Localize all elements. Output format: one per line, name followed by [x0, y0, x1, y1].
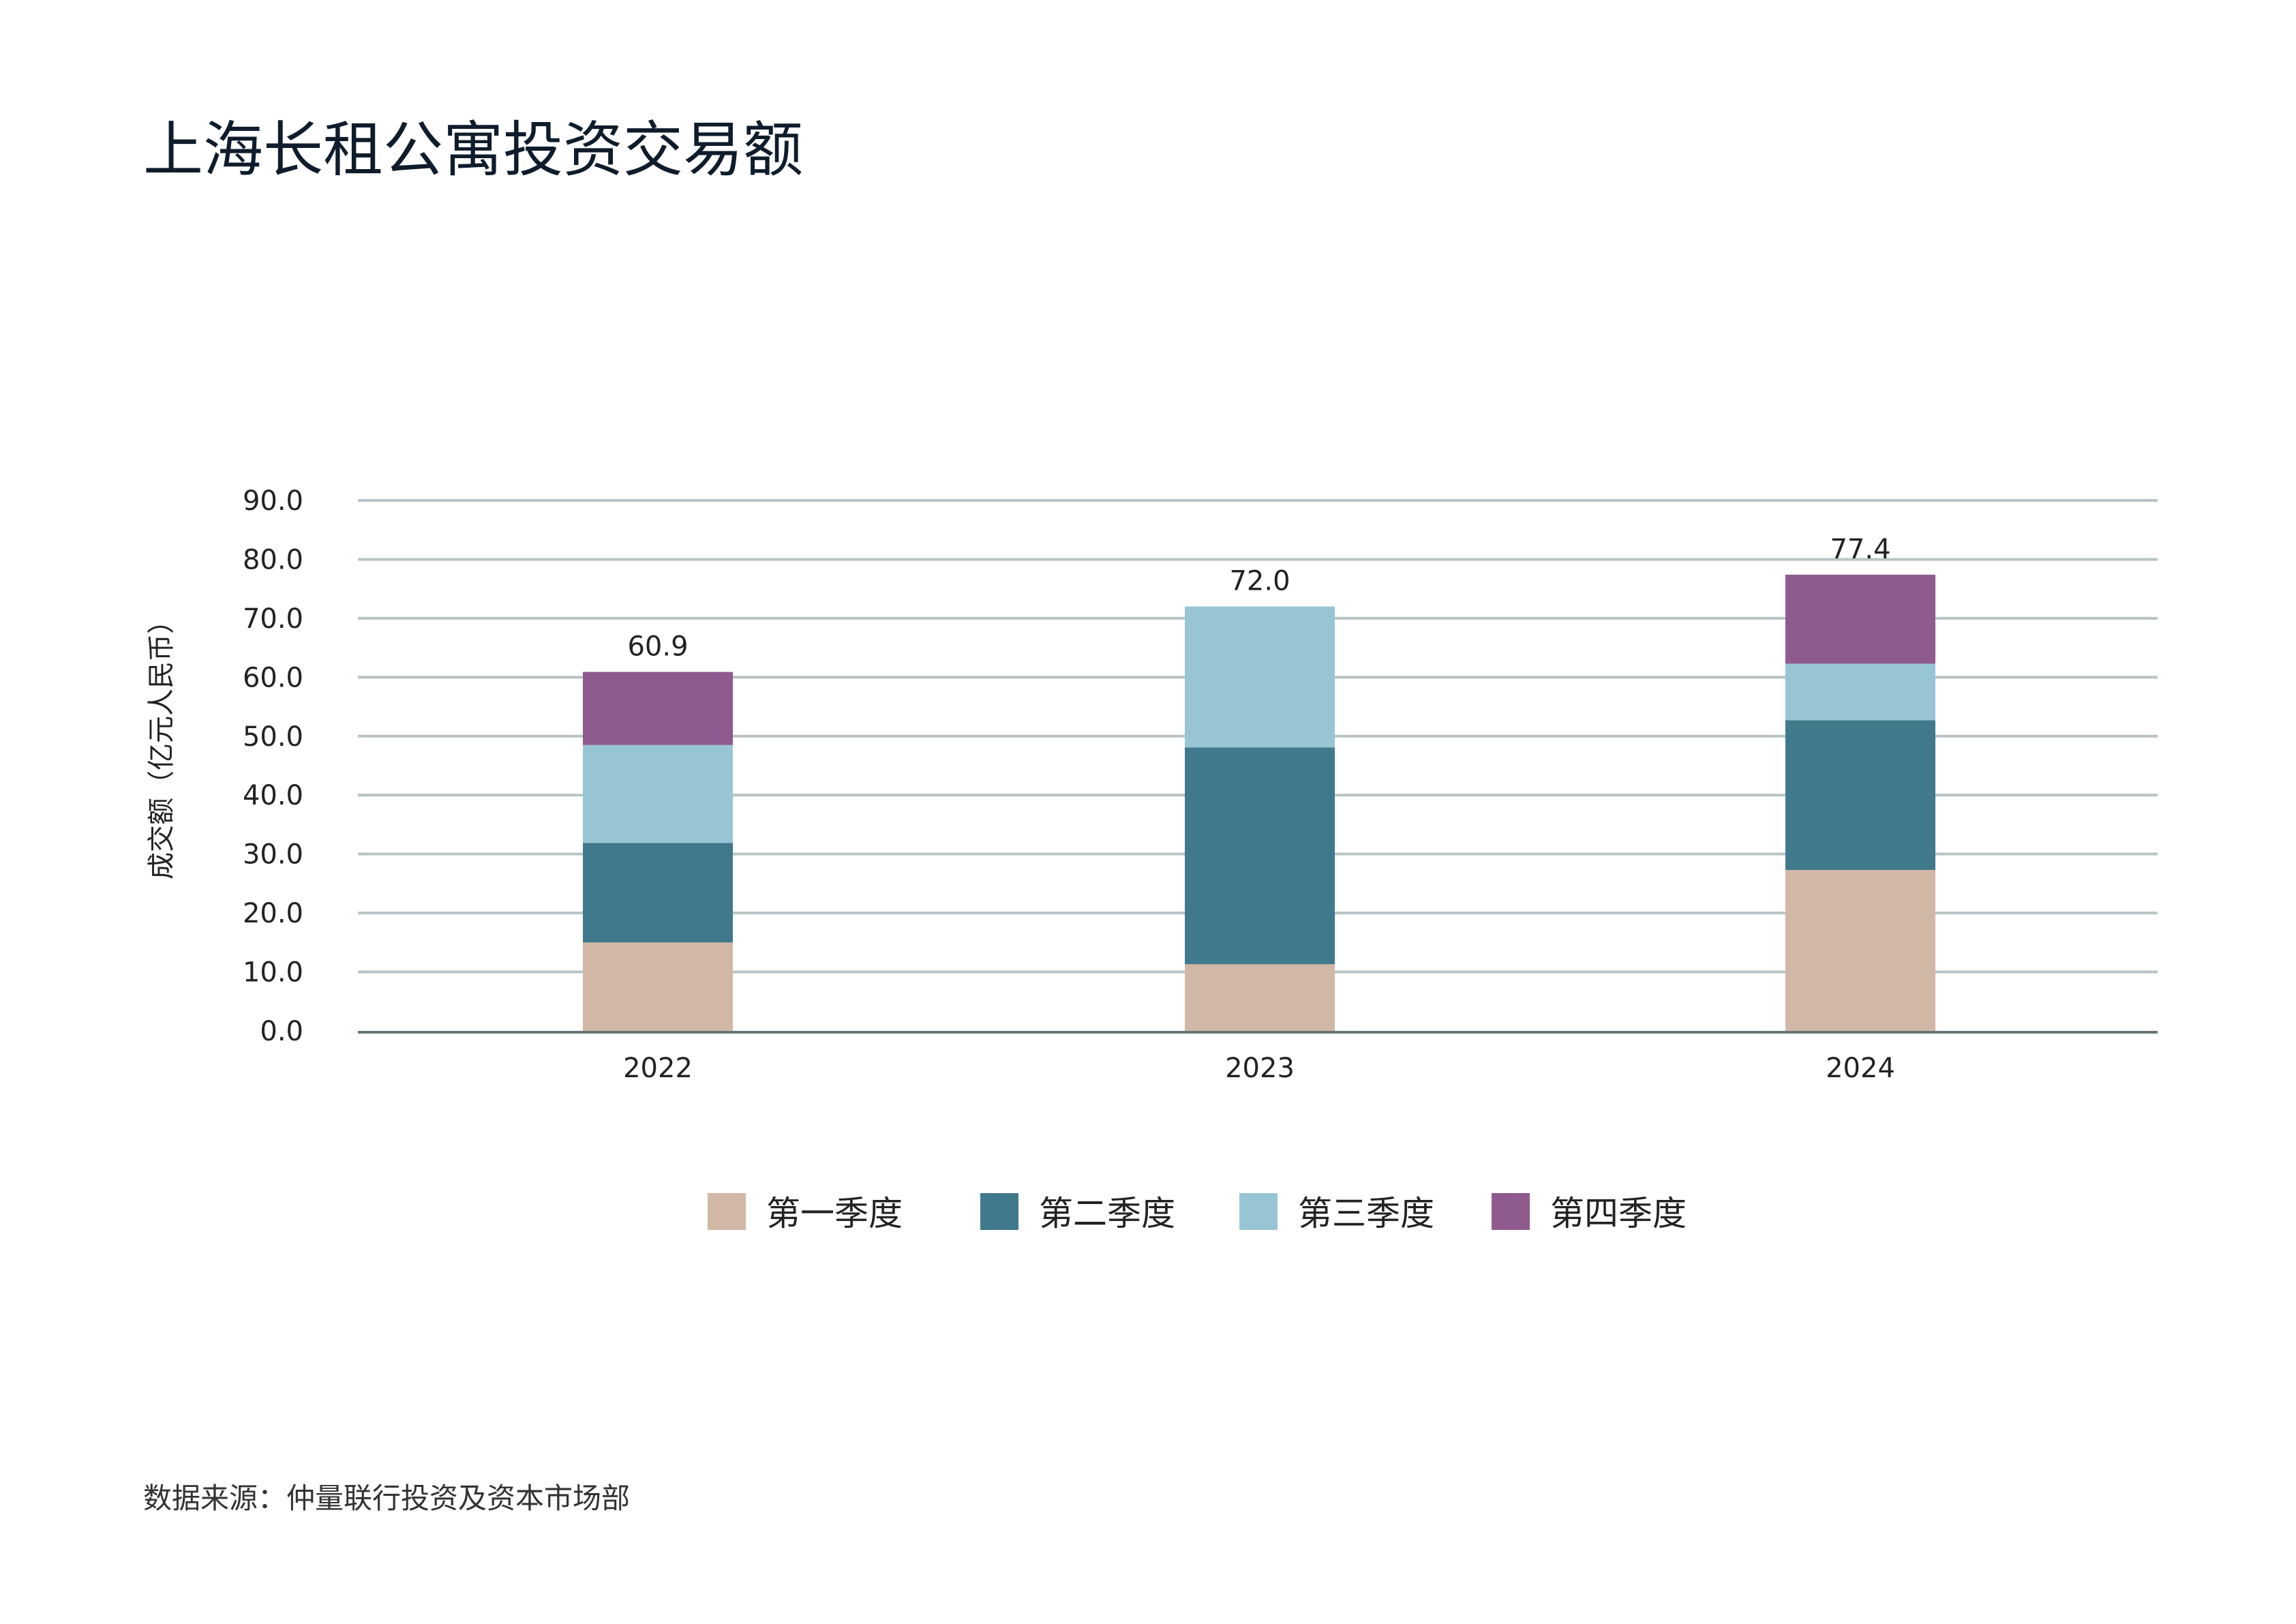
source-note: 数据来源：仲量联行投资及资本市场部	[143, 1482, 630, 1515]
legend-swatch	[980, 1193, 1018, 1230]
bar-segment	[583, 672, 733, 745]
legend-label: 第四季度	[1550, 1194, 1687, 1233]
legend-item: 第一季度	[708, 1193, 903, 1233]
bar-segment	[583, 745, 733, 843]
x-axis-ticks: 2022 2023 2024	[623, 1053, 1895, 1084]
legend-swatch	[1239, 1193, 1278, 1230]
bar-segment	[1185, 964, 1335, 1031]
bars: 60.9 72.0 77.4	[583, 534, 1935, 1031]
legend: 第一季度 第二季度 第三季度 第四季度	[708, 1193, 1687, 1233]
y-tick-label: 0.0	[260, 1016, 303, 1047]
bar-segment	[583, 843, 733, 943]
y-tick-label: 90.0	[243, 485, 303, 517]
y-tick-label: 20.0	[243, 898, 303, 929]
bar-segment	[583, 942, 733, 1031]
y-axis-label: 成交额（亿元人民币）	[146, 607, 177, 879]
legend-item: 第三季度	[1239, 1193, 1434, 1233]
legend-item: 第四季度	[1492, 1193, 1687, 1233]
y-axis-ticks: 0.0 10.0 20.0 30.0 40.0 50.0 60.0 70.0 80.0 90.0	[243, 485, 303, 1047]
y-tick-label: 10.0	[243, 957, 303, 989]
y-tick-label: 80.0	[243, 544, 303, 575]
legend-item: 第二季度	[980, 1193, 1175, 1233]
bar-segment	[1185, 606, 1335, 748]
legend-label: 第二季度	[1039, 1194, 1175, 1233]
bar-segment	[1785, 720, 1935, 871]
y-tick-label: 60.0	[243, 662, 303, 693]
x-tick-label: 2024	[1826, 1053, 1895, 1084]
bar-segment	[1785, 663, 1935, 721]
legend-swatch	[708, 1193, 746, 1230]
total-label: 60.9	[627, 631, 688, 663]
legend-swatch	[1492, 1193, 1530, 1230]
total-label: 72.0	[1229, 566, 1290, 597]
bar-segment	[1185, 747, 1335, 965]
y-tick-label: 30.0	[243, 839, 303, 871]
bar-segment	[1785, 870, 1935, 1031]
x-tick-label: 2023	[1225, 1053, 1295, 1084]
x-tick-label: 2022	[623, 1053, 693, 1084]
y-tick-label: 50.0	[243, 721, 303, 753]
bar-segment	[1785, 574, 1935, 664]
y-tick-label: 70.0	[243, 603, 303, 635]
chart-title: 上海长租公寓投资交易额	[143, 115, 803, 185]
legend-label: 第一季度	[766, 1194, 903, 1233]
total-label: 77.4	[1830, 534, 1890, 565]
legend-label: 第三季度	[1298, 1194, 1434, 1233]
y-tick-label: 40.0	[243, 780, 303, 811]
